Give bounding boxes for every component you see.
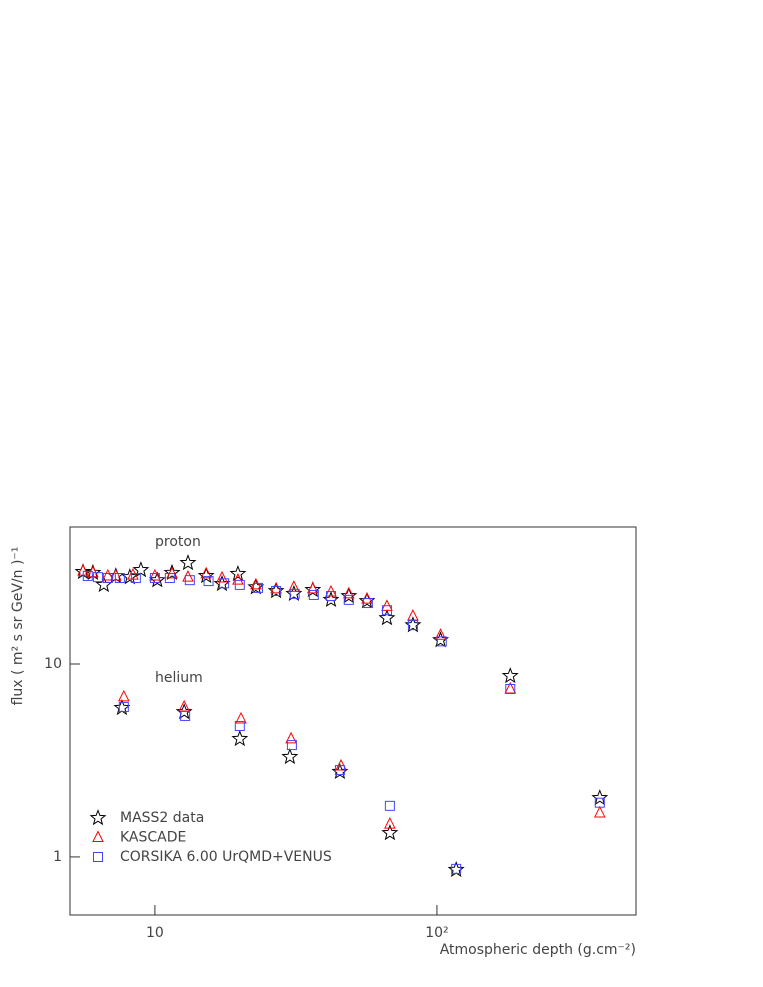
square-marker [114, 573, 125, 584]
star-marker [229, 564, 247, 582]
square-marker [381, 605, 392, 616]
plot-frame [69, 526, 637, 916]
star-marker [591, 789, 609, 806]
square-marker [362, 598, 373, 609]
triangle-marker [335, 758, 347, 771]
star-marker [304, 581, 322, 598]
star-marker [84, 563, 102, 581]
square-marker [384, 800, 395, 811]
square-marker [343, 594, 354, 605]
triangle-marker [127, 567, 139, 580]
star-marker [197, 567, 215, 584]
star-marker [132, 561, 150, 578]
square-marker [184, 575, 195, 586]
square-marker [334, 765, 345, 776]
square-marker [82, 570, 93, 581]
square-marker [93, 852, 103, 862]
square-marker [407, 620, 418, 631]
square-marker [149, 573, 160, 584]
y-axis-label: flux ( m² s sr GeV/n )⁻¹ [10, 547, 26, 706]
triangle-marker [270, 581, 282, 594]
square-marker [271, 585, 282, 596]
star-marker [213, 574, 231, 592]
star-marker [148, 571, 166, 588]
y-tick-label: 1 [53, 849, 62, 865]
annotation: helium [155, 670, 203, 686]
square-marker [203, 576, 214, 587]
square-marker [180, 710, 191, 721]
square-marker [505, 684, 516, 695]
square-marker [234, 721, 245, 732]
triangle-marker [110, 568, 122, 581]
triangle-marker [288, 580, 300, 592]
star-marker [281, 747, 299, 765]
square-marker [594, 797, 605, 808]
square-marker [102, 573, 113, 584]
triangle-marker [200, 566, 212, 579]
x-tick-label: 10² [425, 925, 448, 941]
square-marker [436, 636, 447, 647]
triangle-marker [92, 830, 104, 842]
square-marker [219, 578, 230, 589]
star-marker [501, 667, 519, 684]
legend-label: KASCADE [120, 830, 186, 846]
triangle-marker [434, 628, 447, 640]
square-marker [286, 740, 297, 751]
triangle-marker [384, 816, 396, 829]
triangle-marker [285, 731, 297, 744]
square-marker [308, 589, 319, 600]
triangle-marker [216, 570, 228, 583]
square-marker [289, 588, 300, 599]
annotation: proton [155, 534, 201, 550]
triangle-marker [593, 805, 606, 818]
triangle-marker [102, 568, 114, 581]
star-marker [175, 703, 193, 720]
triangle-marker [118, 689, 130, 702]
triangle-marker [342, 586, 355, 599]
star-marker [378, 609, 396, 626]
square-marker [164, 573, 175, 584]
legend-label: CORSIKA 6.00 UrQMD+VENUS [120, 849, 332, 865]
x-tick-label: 10 [146, 925, 164, 941]
star-marker [89, 809, 107, 826]
legend-label: MASS2 data [120, 810, 204, 826]
square-marker [92, 572, 103, 583]
square-marker [118, 701, 129, 712]
star-marker [322, 590, 340, 608]
triangle-marker [232, 573, 244, 585]
star-marker [231, 730, 249, 747]
star-marker [340, 587, 358, 604]
star-marker [267, 582, 285, 599]
square-marker [130, 573, 141, 584]
triangle-marker [306, 581, 319, 594]
star-marker [247, 578, 265, 595]
triangle-marker [166, 566, 178, 579]
star-marker [95, 576, 113, 593]
triangle-marker [149, 568, 161, 581]
star-marker [179, 554, 197, 571]
y-tick-label: 10 [44, 656, 62, 672]
star-marker [163, 563, 181, 581]
square-marker [252, 582, 263, 593]
square-marker [451, 863, 462, 874]
square-marker [325, 591, 336, 602]
star-marker [404, 616, 422, 633]
triangle-marker [235, 711, 247, 724]
x-axis-label: Atmospheric depth (g.cm⁻²) [440, 942, 636, 958]
square-marker [234, 579, 245, 590]
star-marker [381, 824, 399, 841]
